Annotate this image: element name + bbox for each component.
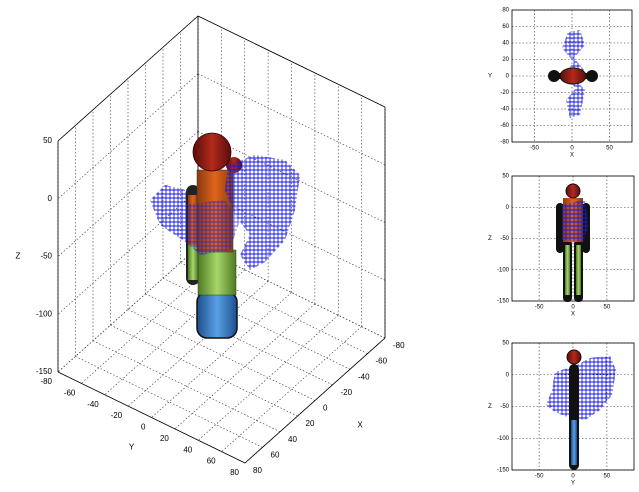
y-tick-label: -20 <box>111 411 123 420</box>
x-axis-label: X <box>570 153 574 159</box>
head <box>560 68 586 84</box>
z-tick-label: 50 <box>43 136 52 145</box>
x-tick-label: -60 <box>376 357 388 366</box>
leg-color <box>571 420 577 465</box>
y-tick-label: 0 <box>141 423 146 432</box>
y-tick-label: -20 <box>500 90 509 96</box>
leg-color <box>576 245 581 295</box>
background <box>0 0 639 492</box>
y-tick-label: -50 <box>500 404 509 410</box>
x-tick-label: 20 <box>306 419 315 428</box>
y-tick-label: 80 <box>230 468 239 477</box>
y-tick-label: -60 <box>64 388 76 397</box>
x-axis-label: X <box>571 312 575 318</box>
x-tick-label: 50 <box>604 474 611 480</box>
figure: -150 -100 -50 0 50 -80 -60 -40 -20 0 20 40 60 80 -80 -6… <box>0 0 639 492</box>
y-tick-label: 20 <box>160 434 169 443</box>
x-tick-label: 60 <box>271 450 280 459</box>
head <box>566 184 580 198</box>
y-tick-label: -100 <box>497 267 510 273</box>
y-tick-label: 80 <box>502 8 509 14</box>
y-tick-label: 50 <box>502 174 509 180</box>
x-tick-label: 80 <box>253 466 262 475</box>
y-tick-label: -50 <box>500 236 509 242</box>
z-axis-label: Z <box>16 252 21 261</box>
x-tick-label: 50 <box>606 146 613 152</box>
y-tick-label: -150 <box>497 468 510 474</box>
y-axis-label: Z <box>488 404 492 410</box>
y-tick-label: -80 <box>40 377 52 386</box>
leg-upper <box>198 250 236 295</box>
x-tick-label: 0 <box>323 404 328 413</box>
y-tick-label: 40 <box>183 445 192 454</box>
x-tick-label: 40 <box>288 435 297 444</box>
y-tick-label: 60 <box>502 24 509 30</box>
z-tick-label: -150 <box>36 367 53 376</box>
z-tick-label: 0 <box>48 194 53 203</box>
y-tick-label: 60 <box>207 457 216 466</box>
y-axis-label: Y <box>488 74 492 80</box>
leg-color <box>565 245 570 295</box>
x-tick-label: -40 <box>358 372 370 381</box>
y-tick-label: -150 <box>497 299 510 305</box>
point-cloud <box>562 200 588 242</box>
y-tick-label: 40 <box>502 41 509 47</box>
y-tick-label: 50 <box>502 341 509 347</box>
x-tick-label: 50 <box>604 305 611 311</box>
z-tick-label: -50 <box>40 252 52 261</box>
leg-lower <box>197 292 237 338</box>
y-axis-label: Y <box>129 443 135 452</box>
y-axis-label: Z <box>488 236 492 242</box>
x-tick-label: -50 <box>535 474 544 480</box>
y-tick-label: -60 <box>500 123 509 129</box>
y-tick-label: -100 <box>497 436 510 442</box>
x-axis-label: Y <box>571 481 575 487</box>
x-tick-label: -50 <box>535 305 544 311</box>
x-axis-label: X <box>357 421 363 430</box>
head <box>193 133 231 171</box>
x-tick-label: -20 <box>341 388 353 397</box>
y-tick-label: -40 <box>500 107 509 113</box>
x-tick-label: -80 <box>393 341 405 350</box>
z-tick-label: -100 <box>36 309 53 318</box>
y-tick-label: 20 <box>502 57 509 63</box>
head <box>567 350 581 364</box>
y-tick-label: -80 <box>500 140 509 146</box>
y-tick-label: -40 <box>87 400 99 409</box>
x-tick-label: -50 <box>530 146 539 152</box>
